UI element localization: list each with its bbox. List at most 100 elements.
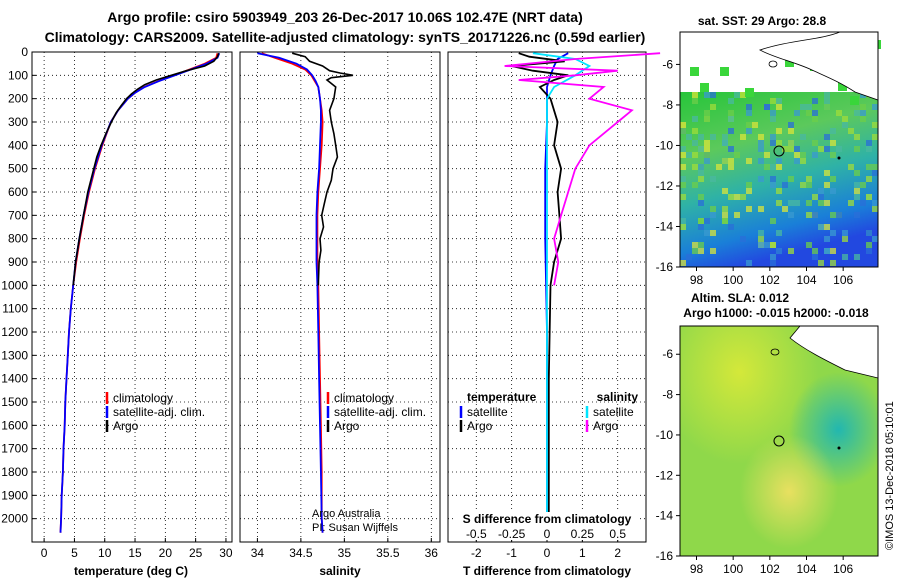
temperature-ticks: 0 5 10 15 20 25 30 bbox=[41, 538, 233, 560]
sst-pixel bbox=[704, 158, 710, 164]
series-line-argo bbox=[291, 52, 354, 286]
sst-pixel bbox=[680, 176, 686, 182]
sst-pixel bbox=[758, 236, 764, 242]
lat-tick-label: -6 bbox=[662, 57, 673, 71]
sst-pixel bbox=[854, 212, 860, 218]
sst-pixel bbox=[866, 194, 872, 200]
sst-pixel bbox=[746, 182, 752, 188]
s-tick-label: 0.5 bbox=[609, 527, 626, 541]
legend-salinity-header: salinity bbox=[597, 390, 639, 404]
sst-island bbox=[768, 60, 778, 68]
sst-pixel bbox=[746, 128, 752, 134]
sst-pixel bbox=[872, 104, 878, 110]
sst-pixel bbox=[746, 260, 752, 266]
sst-pixel bbox=[698, 134, 704, 140]
sst-pixel bbox=[758, 176, 764, 182]
sst-pixel bbox=[758, 230, 764, 236]
sst-pixel bbox=[848, 164, 854, 170]
sst-pixel bbox=[800, 182, 806, 188]
sst-pixel bbox=[704, 92, 710, 98]
sst-pixel bbox=[836, 146, 842, 152]
sst-pixel bbox=[854, 194, 860, 200]
x-tick-label: 25 bbox=[189, 546, 203, 560]
y-tick-label: 1200 bbox=[1, 325, 28, 339]
sst-pixel bbox=[860, 182, 866, 188]
sst-pixel bbox=[785, 58, 794, 67]
sst-pixel bbox=[860, 200, 866, 206]
sst-pixel bbox=[704, 152, 710, 158]
y-tick-label: 500 bbox=[8, 162, 28, 176]
temperature-frame bbox=[31, 51, 233, 543]
s-tick-label: 0.25 bbox=[571, 527, 595, 541]
sst-pixel bbox=[770, 164, 776, 170]
sst-pixel bbox=[734, 92, 740, 98]
sst-pixel bbox=[776, 158, 782, 164]
sst-pixel bbox=[692, 98, 698, 104]
sst-pixel bbox=[722, 140, 728, 146]
x-tick-label: 10 bbox=[98, 546, 112, 560]
sst-pixel bbox=[848, 128, 854, 134]
sst-pixel bbox=[770, 218, 776, 224]
s-tick-label: -0.25 bbox=[498, 527, 526, 541]
lat-tick-label: -12 bbox=[656, 468, 674, 482]
sst-pixel bbox=[830, 152, 836, 158]
y-tick-label: 200 bbox=[8, 92, 28, 106]
y-tick-label: 1000 bbox=[1, 278, 28, 292]
y-tick-label: 800 bbox=[8, 232, 28, 246]
x-tick-label: 0 bbox=[544, 546, 551, 560]
legend-s-argo-label: Argo bbox=[593, 419, 619, 433]
sst-lon-ticks: 98 100 102 104 106 bbox=[690, 267, 853, 287]
x-tick-label: 36 bbox=[425, 546, 439, 560]
sla-lat-ticks: -6 -8 -10 -12 -14 -16 bbox=[656, 347, 680, 563]
sst-pixel bbox=[776, 248, 782, 254]
y-tick-label: 600 bbox=[8, 185, 28, 199]
lon-tick-label: 102 bbox=[760, 273, 780, 287]
sst-pixel bbox=[794, 110, 800, 116]
sst-pixel bbox=[710, 176, 716, 182]
legend-climatology-label: climatology bbox=[113, 391, 173, 405]
sst-pixel bbox=[745, 88, 754, 97]
sla-map: Altim. SLA: 0.012 Argo h1000: -0.015 h20… bbox=[656, 291, 879, 576]
y-tick-label: 300 bbox=[8, 115, 28, 129]
sst-pixel bbox=[698, 224, 704, 230]
sst-pixel bbox=[680, 260, 686, 266]
lon-tick-label: 100 bbox=[723, 562, 743, 576]
sst-pixel bbox=[824, 170, 830, 176]
lon-tick-label: 106 bbox=[833, 273, 853, 287]
sst-pixel bbox=[680, 224, 686, 230]
sst-pixel bbox=[872, 134, 878, 140]
sst-pixel bbox=[854, 146, 860, 152]
sst-pixel bbox=[776, 98, 782, 104]
s-difference-label: S difference from climatology bbox=[463, 512, 632, 526]
sst-pixel bbox=[812, 116, 818, 122]
sst-pixel bbox=[700, 83, 709, 92]
difference-panel: -2 -1 0 1 2 T difference from climatology S … bbox=[447, 51, 661, 578]
sst-pixel bbox=[752, 122, 758, 128]
sst-pixel bbox=[788, 176, 794, 182]
sst-pixel bbox=[728, 194, 734, 200]
sst-pixels bbox=[680, 40, 881, 266]
sst-pixel bbox=[824, 200, 830, 206]
sst-pixel bbox=[770, 116, 776, 122]
sst-pixel bbox=[698, 218, 704, 224]
sst-pixel bbox=[776, 104, 782, 110]
x-tick-label: 30 bbox=[219, 546, 233, 560]
sst-pixel bbox=[866, 164, 872, 170]
lat-tick-label: -10 bbox=[656, 138, 674, 152]
sst-pixel bbox=[800, 104, 806, 110]
sst-pixel bbox=[842, 122, 848, 128]
sla-title-line-1: Altim. SLA: 0.012 bbox=[691, 291, 789, 305]
y-tick-label: 1900 bbox=[1, 488, 28, 502]
sst-pixel bbox=[854, 182, 860, 188]
sst-pixel bbox=[710, 212, 716, 218]
y-tick-label: 900 bbox=[8, 255, 28, 269]
temperature-xlabel: temperature (deg C) bbox=[74, 564, 188, 578]
sst-pixel bbox=[710, 134, 716, 140]
lon-tick-label: 102 bbox=[760, 562, 780, 576]
sst-pixel bbox=[680, 128, 686, 134]
sla-island-dot bbox=[837, 446, 841, 450]
lon-tick-label: 100 bbox=[723, 273, 743, 287]
sst-pixel bbox=[812, 212, 818, 218]
sst-pixel bbox=[680, 164, 686, 170]
sst-pixel bbox=[800, 158, 806, 164]
